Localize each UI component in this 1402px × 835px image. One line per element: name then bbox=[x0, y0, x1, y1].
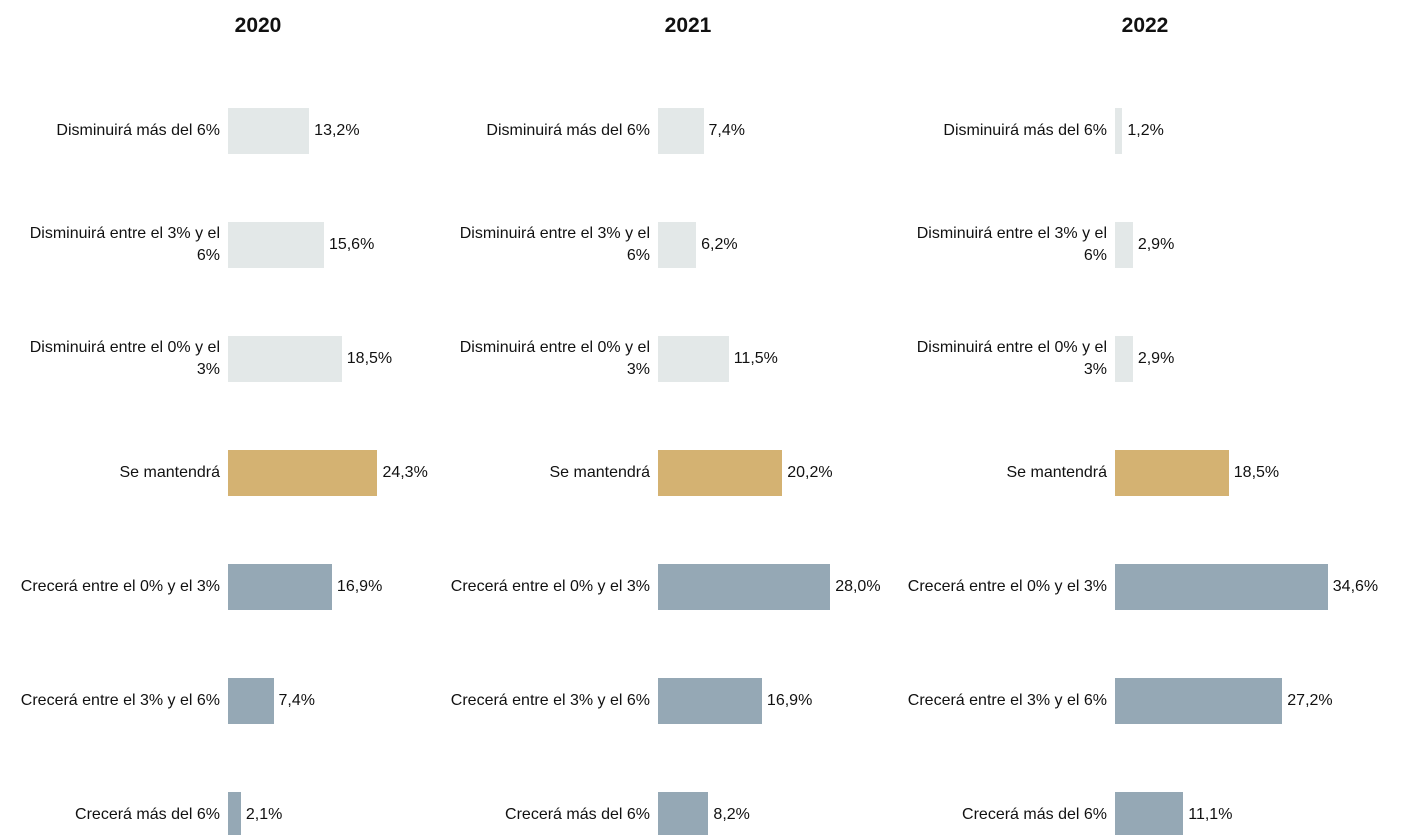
value-label: 7,4% bbox=[278, 692, 315, 709]
bar bbox=[1115, 792, 1184, 835]
bar bbox=[228, 792, 241, 835]
value-label: 11,1% bbox=[1188, 806, 1233, 823]
bar bbox=[658, 108, 704, 154]
category-label: Se mantendrá bbox=[549, 464, 650, 481]
value-label: 34,6% bbox=[1332, 578, 1379, 595]
value-label: 20,2% bbox=[787, 464, 833, 481]
category-label: Crecerá entre el 3% y el 6% bbox=[20, 692, 220, 709]
bar bbox=[1115, 336, 1133, 382]
bar bbox=[1115, 108, 1123, 154]
value-label: 8,2% bbox=[713, 806, 750, 823]
value-label: 6,2% bbox=[701, 236, 738, 253]
category-label: Se mantendrá bbox=[119, 464, 220, 481]
category-label: Disminuirá más del 6% bbox=[943, 122, 1107, 139]
category-label: Crecerá entre el 0% y el 3% bbox=[20, 578, 220, 595]
chart-title: 2021 bbox=[664, 14, 712, 37]
category-label: Disminuirá entre el 0% y el 3% bbox=[29, 339, 220, 378]
bar bbox=[658, 450, 783, 496]
value-label: 16,9% bbox=[336, 578, 383, 595]
value-label: 16,9% bbox=[766, 692, 813, 709]
value-label: 24,3% bbox=[382, 464, 428, 481]
category-label: Crecerá más del 6% bbox=[505, 806, 650, 823]
category-label: Crecerá entre el 3% y el 6% bbox=[450, 692, 650, 709]
bar bbox=[658, 564, 831, 610]
value-label: 11,5% bbox=[733, 350, 778, 367]
category-label: Disminuirá entre el 3% y el 6% bbox=[916, 225, 1107, 264]
bar bbox=[228, 564, 332, 610]
category-label: Crecerá entre el 3% y el 6% bbox=[907, 692, 1107, 709]
category-label: Crecerá más del 6% bbox=[75, 806, 220, 823]
value-label: 28,0% bbox=[835, 578, 881, 595]
bar bbox=[228, 336, 342, 382]
category-label: Crecerá más del 6% bbox=[962, 806, 1107, 823]
bar bbox=[1115, 678, 1283, 724]
category-label: Disminuirá entre el 0% y el 3% bbox=[916, 339, 1107, 378]
category-label: Disminuirá más del 6% bbox=[56, 122, 220, 139]
bar bbox=[658, 678, 762, 724]
chart-title: 2020 bbox=[234, 14, 282, 37]
chart-title: 2022 bbox=[1121, 14, 1169, 37]
category-label: Disminuirá entre el 0% y el 3% bbox=[459, 339, 650, 378]
value-label: 2,9% bbox=[1137, 350, 1175, 367]
category-label: Disminuirá entre el 3% y el 6% bbox=[29, 225, 220, 264]
bar bbox=[1115, 222, 1133, 268]
value-label: 2,9% bbox=[1137, 236, 1175, 253]
bar bbox=[228, 450, 378, 496]
value-label: 15,6% bbox=[328, 236, 375, 253]
category-label: Se mantendrá bbox=[1006, 464, 1107, 481]
value-label: 18,5% bbox=[1233, 464, 1280, 481]
value-label: 2,1% bbox=[245, 806, 283, 823]
category-label: Disminuirá más del 6% bbox=[486, 122, 650, 139]
value-label: 1,2% bbox=[1127, 122, 1164, 139]
bar bbox=[228, 678, 274, 724]
category-label: Disminuirá entre el 3% y el 6% bbox=[459, 225, 650, 264]
bar bbox=[658, 222, 697, 268]
bar bbox=[658, 336, 729, 382]
bar bbox=[228, 222, 324, 268]
value-label: 7,4% bbox=[708, 122, 745, 139]
value-label: 13,2% bbox=[314, 122, 360, 139]
value-label: 18,5% bbox=[346, 350, 393, 367]
bar bbox=[1115, 450, 1229, 496]
category-label: Crecerá entre el 0% y el 3% bbox=[450, 578, 650, 595]
bar bbox=[1115, 564, 1328, 610]
bar bbox=[228, 108, 310, 154]
bar bbox=[658, 792, 709, 835]
category-label: Crecerá entre el 0% y el 3% bbox=[907, 578, 1107, 595]
value-label: 27,2% bbox=[1287, 692, 1333, 709]
